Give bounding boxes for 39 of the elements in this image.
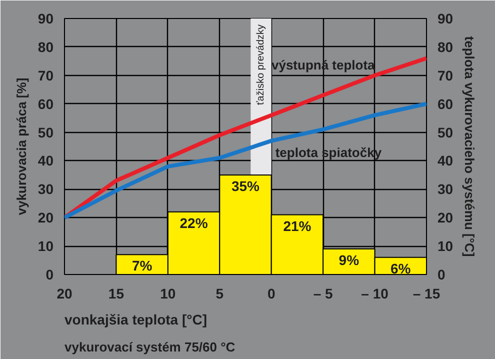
y-tick-label: 10 [38, 238, 54, 254]
y2-axis-title: teplota vykurovacieho systému [°C] [462, 36, 478, 257]
x-tick-label: 5 [216, 286, 224, 302]
y2-tick-label: 80 [438, 38, 454, 55]
y2-tick-label: 20 [438, 210, 454, 226]
y2-tick-label: 50 [438, 124, 454, 140]
y2-tick-label: 40 [438, 152, 454, 169]
x-tick-label: – 10 [361, 286, 389, 302]
data-label: 9% [338, 252, 360, 268]
y-tick-label: 60 [38, 96, 54, 112]
band-label: ťažisko prevádzky [256, 24, 267, 105]
y2-tick-label: 90 [438, 10, 454, 26]
y2-tick-label: 30 [438, 181, 454, 198]
data-label: 35% [231, 178, 260, 194]
data-label: 6% [390, 260, 412, 276]
y-tick-label: 80 [38, 38, 54, 55]
x-tick-label: 20 [56, 286, 72, 302]
x-tick-label: 15 [108, 286, 124, 302]
x-tick-label: – 15 [412, 286, 440, 302]
data-label: 7% [132, 258, 153, 274]
x-tick-label: 10 [160, 286, 176, 302]
y2-tick-label: 10 [438, 238, 454, 254]
y-tick-label: 0 [46, 266, 54, 282]
x-tick-label: 0 [267, 286, 276, 302]
y-tick-label: 40 [38, 152, 54, 169]
y-tick-label: 20 [38, 210, 54, 226]
y-tick-label: 30 [38, 181, 54, 198]
data-label: 21% [283, 218, 312, 234]
y-tick-label: 90 [38, 10, 54, 26]
y2-tick-label: 70 [438, 67, 454, 84]
y-tick-label: 50 [38, 124, 54, 140]
y2-tick-label: 60 [438, 96, 454, 112]
y2-tick-label: 0 [438, 266, 446, 282]
text: vykurovací systém 75/60 °C [64, 340, 236, 354]
data-label: 22% [180, 214, 208, 231]
x-tick-label: – 5 [313, 286, 334, 302]
x-axis-title: vonkajšia teplota [°C] [64, 312, 208, 328]
y-axis-title: vykurovacia práca [%] [14, 78, 29, 216]
y-tick-label: 70 [38, 67, 54, 84]
